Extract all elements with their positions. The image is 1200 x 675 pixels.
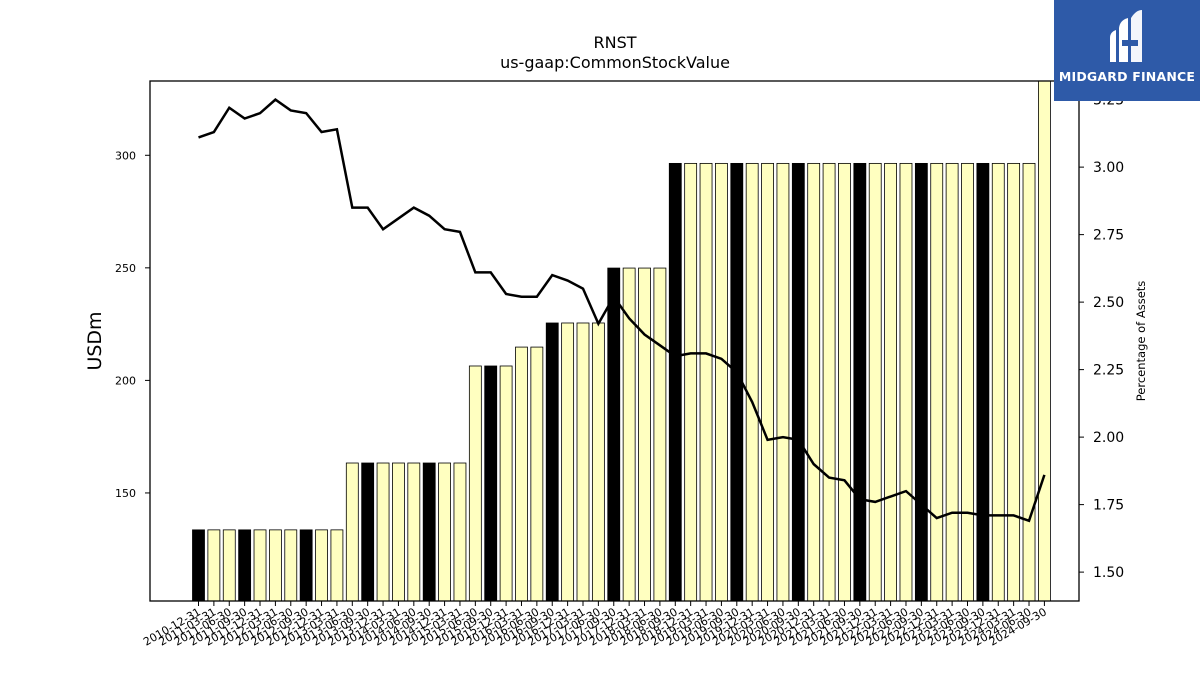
bar-2016-09-30 — [545, 322, 559, 602]
y-axis-right: 1.501.752.002.252.502.753.003.25 — [1079, 93, 1124, 581]
y2-axis-label: Percentage of Assets — [1134, 281, 1148, 402]
bar-2017-09-30 — [607, 267, 621, 602]
bar-2021-03-31 — [822, 162, 836, 602]
bar-2021-12-31 — [868, 162, 882, 602]
bar-2015-12-31 — [499, 365, 513, 602]
bar-2011-09-30 — [238, 529, 252, 602]
bar-2023-12-31 — [991, 162, 1005, 602]
y2-tick-label: 3.00 — [1093, 160, 1124, 176]
bar-2014-03-31 — [392, 462, 405, 602]
bar-2017-06-30 — [591, 322, 605, 602]
bar-2019-06-30 — [715, 162, 728, 602]
bar-2016-03-31 — [515, 346, 528, 602]
bar-2016-06-30 — [530, 346, 544, 602]
bar-2024-09-30 — [1038, 80, 1051, 602]
bar-2014-12-31 — [438, 462, 451, 602]
bar-2024-03-31 — [1007, 162, 1021, 602]
bar-2020-12-31 — [807, 162, 821, 602]
bar-2022-06-30 — [899, 162, 913, 602]
x-axis: 2010-12-312011-03-312011-06-302011-09-30… — [141, 601, 1049, 649]
chart-subtitle: us-gaap:CommonStockValue — [500, 53, 730, 72]
bar-2011-06-30 — [222, 529, 236, 602]
bar-2018-06-30 — [653, 267, 667, 602]
bar-series — [192, 80, 1051, 602]
bar-2022-12-31 — [930, 162, 944, 602]
y-tick-label: 250 — [115, 262, 136, 275]
bar-2012-03-31 — [268, 529, 282, 602]
bar-2022-09-30 — [914, 162, 928, 602]
bar-2019-03-31 — [699, 162, 713, 602]
bar-2012-06-30 — [284, 529, 298, 602]
y2-tick-label: 2.00 — [1093, 430, 1124, 446]
bar-2020-03-31 — [761, 162, 774, 602]
bar-2013-03-31 — [330, 529, 344, 602]
bar-2011-03-31 — [207, 529, 221, 602]
y2-tick-label: 1.50 — [1093, 565, 1124, 581]
chart-title: RNST — [593, 33, 636, 52]
bar-2012-09-30 — [299, 529, 313, 602]
percentage-line — [198, 98, 1046, 523]
y-axis-left: 150 200 250 300 — [115, 149, 150, 500]
bar-2024-06-30 — [1022, 162, 1036, 602]
bar-2022-03-31 — [884, 162, 897, 602]
bar-2021-09-30 — [853, 162, 867, 602]
bar-2023-03-31 — [945, 162, 959, 602]
y-tick-label: 300 — [115, 149, 136, 162]
bar-2016-12-31 — [561, 322, 575, 602]
bar-2010-12-31 — [192, 529, 205, 602]
y2-tick-label: 2.25 — [1093, 363, 1124, 379]
y-tick-label: 200 — [115, 374, 136, 387]
bar-2015-03-31 — [453, 462, 467, 602]
bar-2018-12-31 — [684, 162, 698, 602]
brand-logo-text: MIDGARD FINANCE — [1058, 69, 1196, 84]
bar-2023-09-30 — [976, 162, 990, 602]
y-tick-label: 150 — [115, 487, 136, 500]
bar-2019-12-31 — [745, 162, 759, 602]
bar-2017-03-31 — [576, 322, 590, 602]
bar-2011-12-31 — [253, 529, 267, 602]
y2-tick-label: 1.75 — [1093, 498, 1124, 514]
y2-tick-label: 2.50 — [1093, 295, 1124, 311]
bar-2013-12-31 — [376, 462, 390, 602]
y-axis-label: USDm — [84, 311, 106, 370]
bar-2020-09-30 — [791, 162, 805, 602]
bar-2020-06-30 — [776, 162, 790, 602]
midgard-finance-logo-icon — [1110, 10, 1142, 62]
bar-2015-06-30 — [468, 365, 482, 602]
bar-2014-09-30 — [422, 462, 436, 602]
bar-2013-09-30 — [361, 462, 375, 602]
bar-2013-06-30 — [345, 462, 359, 602]
bar-2018-09-30 — [668, 162, 682, 602]
bar-2023-06-30 — [961, 162, 974, 602]
y2-tick-label: 2.75 — [1093, 228, 1124, 244]
bar-2012-12-31 — [315, 529, 328, 602]
bar-2014-06-30 — [407, 462, 421, 602]
bar-2015-09-30 — [484, 365, 498, 602]
brand-logo: MIDGARD FINANCE — [1054, 0, 1200, 101]
bar-2018-03-31 — [638, 267, 651, 602]
bar-2021-06-30 — [838, 162, 851, 602]
plot-frame — [149, 80, 1080, 602]
